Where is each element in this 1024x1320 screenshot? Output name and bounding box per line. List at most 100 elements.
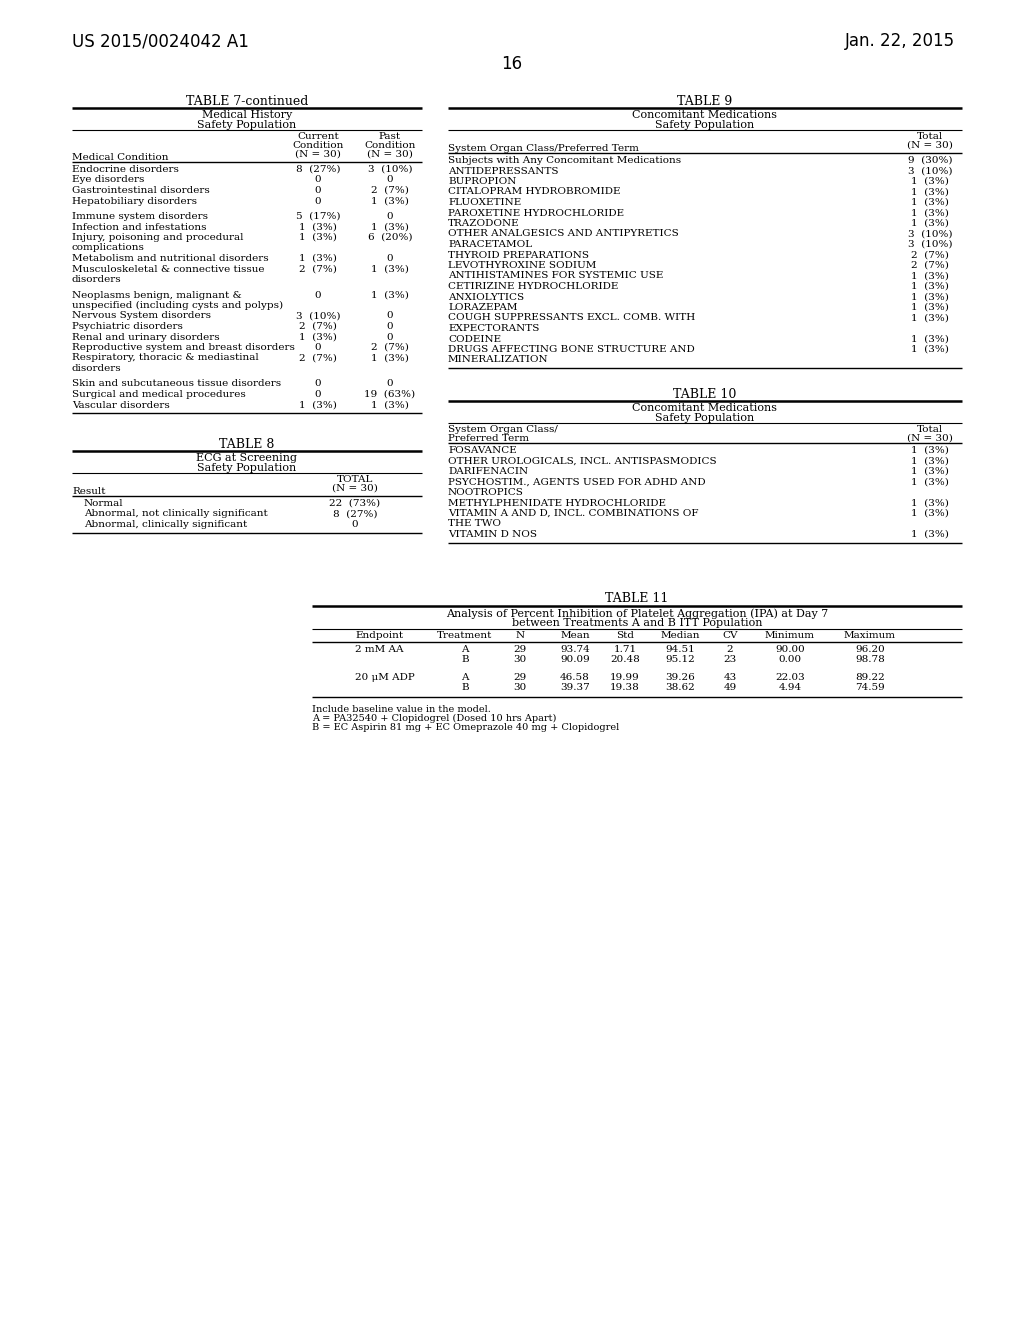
- Text: System Organ Class/Preferred Term: System Organ Class/Preferred Term: [449, 144, 639, 153]
- Text: 0: 0: [387, 213, 393, 220]
- Text: B = EC Aspirin 81 mg + EC Omeprazole 40 mg + Clopidogrel: B = EC Aspirin 81 mg + EC Omeprazole 40 …: [312, 722, 620, 731]
- Text: CV: CV: [722, 631, 737, 640]
- Text: disorders: disorders: [72, 364, 122, 374]
- Text: 19.99: 19.99: [610, 672, 640, 681]
- Text: 3  (10%): 3 (10%): [368, 165, 413, 174]
- Text: 2  (7%): 2 (7%): [299, 264, 337, 273]
- Text: unspecified (including cysts and polyps): unspecified (including cysts and polyps): [72, 301, 283, 310]
- Text: Abnormal, not clinically significant: Abnormal, not clinically significant: [84, 510, 267, 519]
- Text: 22  (73%): 22 (73%): [330, 499, 381, 508]
- Text: Skin and subcutaneous tissue disorders: Skin and subcutaneous tissue disorders: [72, 380, 282, 388]
- Text: 3  (10%): 3 (10%): [907, 240, 952, 249]
- Text: 29: 29: [513, 644, 526, 653]
- Text: Gastrointestinal disorders: Gastrointestinal disorders: [72, 186, 210, 195]
- Text: LEVOTHYROXINE SODIUM: LEVOTHYROXINE SODIUM: [449, 261, 596, 271]
- Text: Safety Population: Safety Population: [198, 120, 297, 129]
- Text: Vascular disorders: Vascular disorders: [72, 400, 170, 409]
- Text: Total: Total: [916, 132, 943, 141]
- Text: A: A: [461, 644, 469, 653]
- Text: 1  (3%): 1 (3%): [911, 457, 949, 466]
- Text: ANTIHISTAMINES FOR SYSTEMIC USE: ANTIHISTAMINES FOR SYSTEMIC USE: [449, 272, 664, 281]
- Text: 1  (3%): 1 (3%): [371, 197, 409, 206]
- Text: Safety Population: Safety Population: [655, 120, 755, 129]
- Text: 2  (7%): 2 (7%): [299, 354, 337, 363]
- Text: 30: 30: [513, 684, 526, 693]
- Text: 8  (27%): 8 (27%): [296, 165, 340, 174]
- Text: 2  (7%): 2 (7%): [911, 261, 949, 271]
- Text: 0: 0: [314, 380, 322, 388]
- Text: 1  (3%): 1 (3%): [911, 198, 949, 207]
- Text: 93.74: 93.74: [560, 644, 590, 653]
- Text: 0.00: 0.00: [778, 656, 802, 664]
- Text: 19.38: 19.38: [610, 684, 640, 693]
- Text: 1  (3%): 1 (3%): [911, 272, 949, 281]
- Text: 1  (3%): 1 (3%): [371, 400, 409, 409]
- Text: 46.58: 46.58: [560, 672, 590, 681]
- Text: Safety Population: Safety Population: [655, 413, 755, 422]
- Text: PAROXETINE HYDROCHLORIDE: PAROXETINE HYDROCHLORIDE: [449, 209, 624, 218]
- Text: TABLE 11: TABLE 11: [605, 593, 669, 606]
- Text: Std: Std: [616, 631, 634, 640]
- Text: 0: 0: [314, 186, 322, 195]
- Text: 1  (3%): 1 (3%): [371, 354, 409, 363]
- Text: DRUGS AFFECTING BONE STRUCTURE AND: DRUGS AFFECTING BONE STRUCTURE AND: [449, 345, 694, 354]
- Text: 20 μM ADP: 20 μM ADP: [355, 672, 415, 681]
- Text: NOOTROPICS: NOOTROPICS: [449, 488, 524, 498]
- Text: 3  (10%): 3 (10%): [907, 230, 952, 239]
- Text: Past: Past: [379, 132, 401, 141]
- Text: PARACETAMOL: PARACETAMOL: [449, 240, 532, 249]
- Text: Current: Current: [297, 132, 339, 141]
- Text: (N = 30): (N = 30): [367, 150, 413, 158]
- Text: TOTAL: TOTAL: [337, 475, 373, 484]
- Text: 0: 0: [387, 322, 393, 331]
- Text: 1  (3%): 1 (3%): [911, 219, 949, 228]
- Text: THE TWO: THE TWO: [449, 520, 501, 528]
- Text: 1  (3%): 1 (3%): [299, 333, 337, 342]
- Text: (N = 30): (N = 30): [295, 150, 341, 158]
- Text: 6  (20%): 6 (20%): [368, 234, 413, 242]
- Text: 1  (3%): 1 (3%): [371, 290, 409, 300]
- Text: 3  (10%): 3 (10%): [296, 312, 340, 321]
- Text: ANXIOLYTICS: ANXIOLYTICS: [449, 293, 524, 301]
- Text: 0: 0: [387, 333, 393, 342]
- Text: FOSAVANCE: FOSAVANCE: [449, 446, 517, 455]
- Text: 1  (3%): 1 (3%): [299, 253, 337, 263]
- Text: 1  (3%): 1 (3%): [911, 314, 949, 322]
- Text: 1  (3%): 1 (3%): [911, 282, 949, 290]
- Text: 43: 43: [723, 672, 736, 681]
- Text: 0: 0: [387, 253, 393, 263]
- Text: N: N: [515, 631, 524, 640]
- Text: OTHER UROLOGICALS, INCL. ANTISPASMODICS: OTHER UROLOGICALS, INCL. ANTISPASMODICS: [449, 457, 717, 466]
- Text: 20.48: 20.48: [610, 656, 640, 664]
- Text: 1  (3%): 1 (3%): [911, 499, 949, 507]
- Text: A = PA32540 + Clopidogrel (Dosed 10 hrs Apart): A = PA32540 + Clopidogrel (Dosed 10 hrs …: [312, 714, 556, 722]
- Text: US 2015/0024042 A1: US 2015/0024042 A1: [72, 32, 249, 50]
- Text: Immune system disorders: Immune system disorders: [72, 213, 208, 220]
- Text: 1  (3%): 1 (3%): [299, 400, 337, 409]
- Text: 2 mM AA: 2 mM AA: [355, 644, 403, 653]
- Text: FLUOXETINE: FLUOXETINE: [449, 198, 521, 207]
- Text: 1  (3%): 1 (3%): [371, 223, 409, 231]
- Text: Treatment: Treatment: [437, 631, 493, 640]
- Text: 1  (3%): 1 (3%): [911, 304, 949, 312]
- Text: Nervous System disorders: Nervous System disorders: [72, 312, 211, 321]
- Text: (N = 30): (N = 30): [332, 484, 378, 492]
- Text: PSYCHOSTIM., AGENTS USED FOR ADHD AND: PSYCHOSTIM., AGENTS USED FOR ADHD AND: [449, 478, 706, 487]
- Text: 1  (3%): 1 (3%): [911, 187, 949, 197]
- Text: CITALOPRAM HYDROBROMIDE: CITALOPRAM HYDROBROMIDE: [449, 187, 621, 197]
- Text: LORAZEPAM: LORAZEPAM: [449, 304, 517, 312]
- Text: 74.59: 74.59: [855, 684, 885, 693]
- Text: Analysis of Percent Inhibition of Platelet Aggregation (IPA) at Day 7: Analysis of Percent Inhibition of Platel…: [445, 609, 828, 619]
- Text: Median: Median: [660, 631, 699, 640]
- Text: CETIRIZINE HYDROCHLORIDE: CETIRIZINE HYDROCHLORIDE: [449, 282, 618, 290]
- Text: Infection and infestations: Infection and infestations: [72, 223, 207, 231]
- Text: Neoplasms benign, malignant &: Neoplasms benign, malignant &: [72, 290, 242, 300]
- Text: Concomitant Medications: Concomitant Medications: [633, 403, 777, 413]
- Text: 0: 0: [387, 176, 393, 185]
- Text: Normal: Normal: [84, 499, 124, 508]
- Text: Maximum: Maximum: [844, 631, 896, 640]
- Text: 4.94: 4.94: [778, 684, 802, 693]
- Text: THYROID PREPARATIONS: THYROID PREPARATIONS: [449, 251, 589, 260]
- Text: Endpoint: Endpoint: [355, 631, 403, 640]
- Text: 1.71: 1.71: [613, 644, 637, 653]
